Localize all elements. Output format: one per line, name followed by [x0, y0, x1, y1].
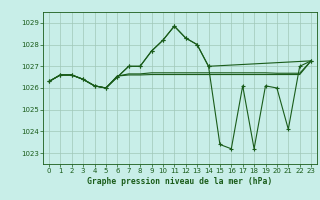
X-axis label: Graphe pression niveau de la mer (hPa): Graphe pression niveau de la mer (hPa) [87, 177, 273, 186]
